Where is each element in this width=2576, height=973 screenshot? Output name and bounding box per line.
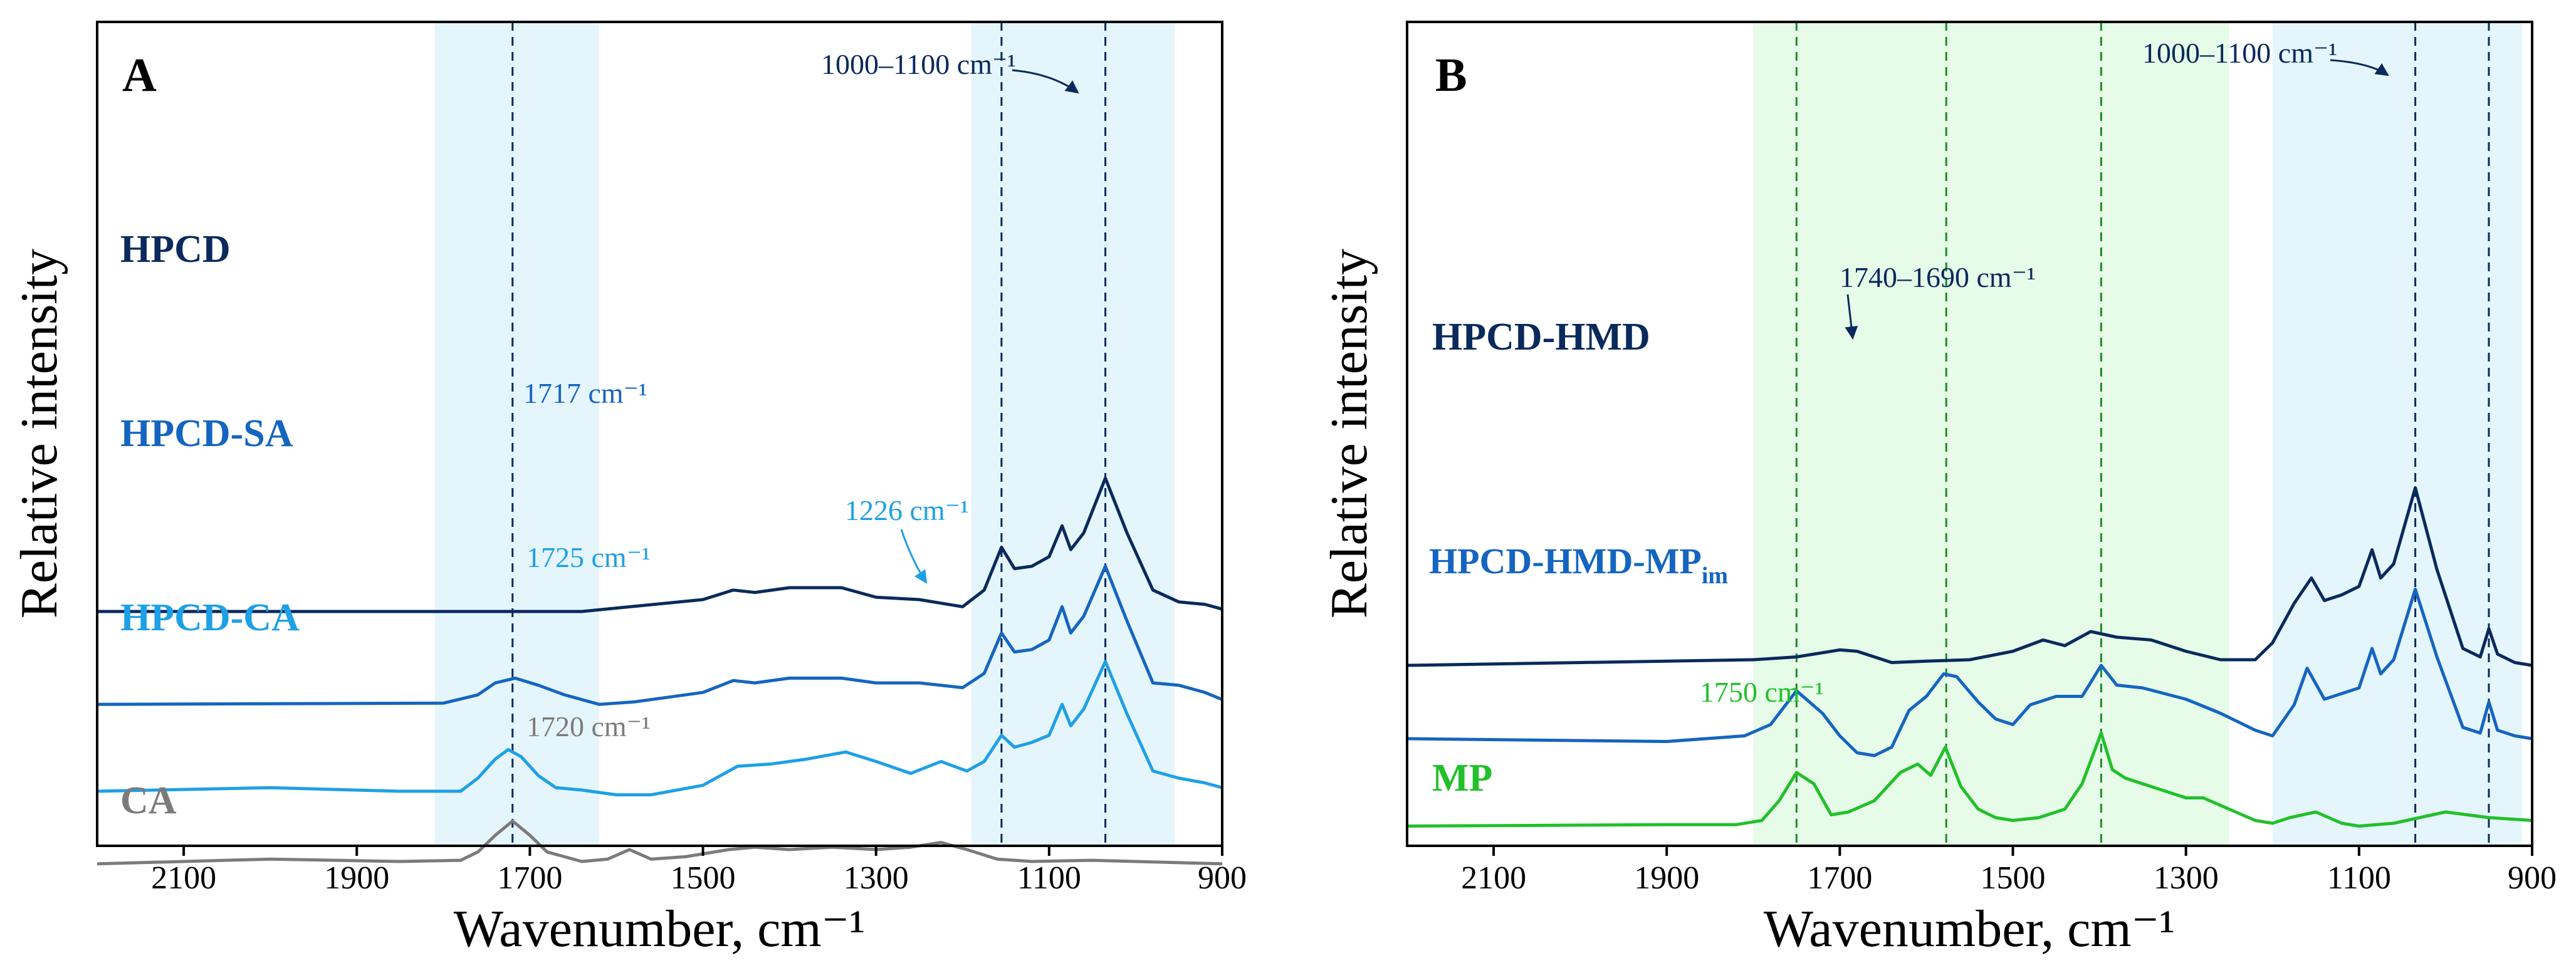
panel-a-annotation-1226: 1226 cm⁻¹ <box>845 494 969 526</box>
panel-a-x-tick-label: 1500 <box>671 860 736 896</box>
panel-b-x-ticks: 2100 1900 1700 1500 1300 1100 900 <box>1461 846 2557 896</box>
panel-a-series-label-hpcd: HPCD <box>120 228 231 271</box>
panel-b-x-axis-title: Wavenumber, cm⁻¹ <box>1764 900 2175 958</box>
panel-b-x-tick-label: 1700 <box>1807 860 1872 896</box>
panel-a-arrow-1226 <box>900 529 928 584</box>
panel-b-series-hpcd-hmd <box>1406 486 2533 667</box>
panel-a-arrow-1000-1100 <box>1012 69 1079 94</box>
panel-b-series-label-hpcd-hmd-mp-main: HPCD-HMD-MP <box>1429 541 1702 581</box>
panel-b-x-tick-label: 1100 <box>2327 860 2391 896</box>
panel-b-series-hpcd-hmd-mp <box>1406 588 2533 757</box>
panel-a: 2100 1900 1700 1500 1300 1100 900 A HPCD HPCD-… <box>10 21 1247 958</box>
panel-b-x-tick-label: 900 <box>2508 860 2557 896</box>
panel-b-x-tick-label: 2100 <box>1461 860 1526 896</box>
panel-a-annotation-1000-1100: 1000–1100 cm⁻¹ <box>821 48 1016 80</box>
panel-a-x-tick-label: 1900 <box>324 860 389 896</box>
panel-a-label: A <box>122 49 157 101</box>
panel-b-series-label-hpcd-hmd-mp-subscript: im <box>1702 563 1728 589</box>
panel-b-reference-lines <box>1795 22 2490 846</box>
panel-a-series-hpcd <box>97 476 1223 613</box>
panel-a-shaded-bands <box>434 22 1175 846</box>
panel-b-label: B <box>1435 49 1467 101</box>
panel-b-annotation-1750: 1750 cm⁻¹ <box>1700 676 1824 708</box>
panel-b-series-label-mp: MP <box>1432 757 1492 799</box>
panel-a-series-label-ca: CA <box>120 779 177 822</box>
panel-a-shaded-band <box>971 22 1175 846</box>
panel-a-y-axis-title: Relative intensity <box>10 249 68 618</box>
panel-a-series-hpcd-ca <box>97 660 1223 797</box>
panel-a-x-ticks: 2100 1900 1700 1500 1300 1100 900 <box>151 846 1247 896</box>
panel-a-reference-lines <box>511 22 1107 846</box>
panel-a-series-ca <box>97 819 1223 866</box>
panel-a-series-label-hpcd-ca: HPCD-CA <box>120 596 300 639</box>
panel-a-x-tick-label: 2100 <box>151 860 216 896</box>
panel-b-shaded-bands <box>1753 22 2522 846</box>
panel-b: 2100 1900 1700 1500 1300 1100 900 B HPCD-HMD H… <box>1320 21 2557 958</box>
panel-b-arrow-1740-1690 <box>1845 294 1858 340</box>
panel-b-y-axis-title: Relative intensity <box>1320 249 1378 618</box>
panel-b-annotation-1000-1100: 1000–1100 cm⁻¹ <box>2142 37 2337 69</box>
panel-b-series <box>1406 486 2533 828</box>
panel-b-arrow-1000-1100 <box>2330 59 2389 76</box>
panel-b-x-tick-label: 1500 <box>1981 860 2046 896</box>
panel-a-x-axis-title: Wavenumber, cm⁻¹ <box>454 900 866 958</box>
panel-a-series-hpcd-sa <box>97 565 1223 706</box>
panel-b-shaded-band <box>1753 22 2229 846</box>
panel-a-annotation-1725: 1725 cm⁻¹ <box>526 541 651 573</box>
panel-a-series-label-hpcd-sa: HPCD-SA <box>120 412 293 455</box>
panel-a-shaded-band <box>434 22 599 846</box>
panel-a-annotation-1720: 1720 cm⁻¹ <box>526 710 651 742</box>
panel-b-series-mp <box>1406 731 2533 828</box>
panel-b-x-tick-label: 1900 <box>1634 860 1699 896</box>
panel-a-x-tick-label: 1700 <box>497 860 562 896</box>
panel-a-annotation-1717: 1717 cm⁻¹ <box>523 377 647 409</box>
panel-a-x-tick-label: 900 <box>1198 860 1247 896</box>
panel-a-x-tick-label: 1300 <box>844 860 909 896</box>
panel-a-series <box>97 476 1223 866</box>
panel-a-x-tick-label: 1100 <box>1017 860 1081 896</box>
panel-a-frame <box>96 21 1223 847</box>
panel-b-x-tick-label: 1300 <box>2154 860 2219 896</box>
panel-b-annotation-1740-1690: 1740–1690 cm⁻¹ <box>1840 261 2036 293</box>
panel-b-series-label-hpcd-hmd-mp: HPCD-HMD-MPim <box>1429 541 1728 589</box>
panel-b-series-label-hpcd-hmd: HPCD-HMD <box>1432 316 1650 358</box>
panel-b-frame <box>1406 21 2533 847</box>
panel-b-shaded-band <box>2272 22 2522 846</box>
